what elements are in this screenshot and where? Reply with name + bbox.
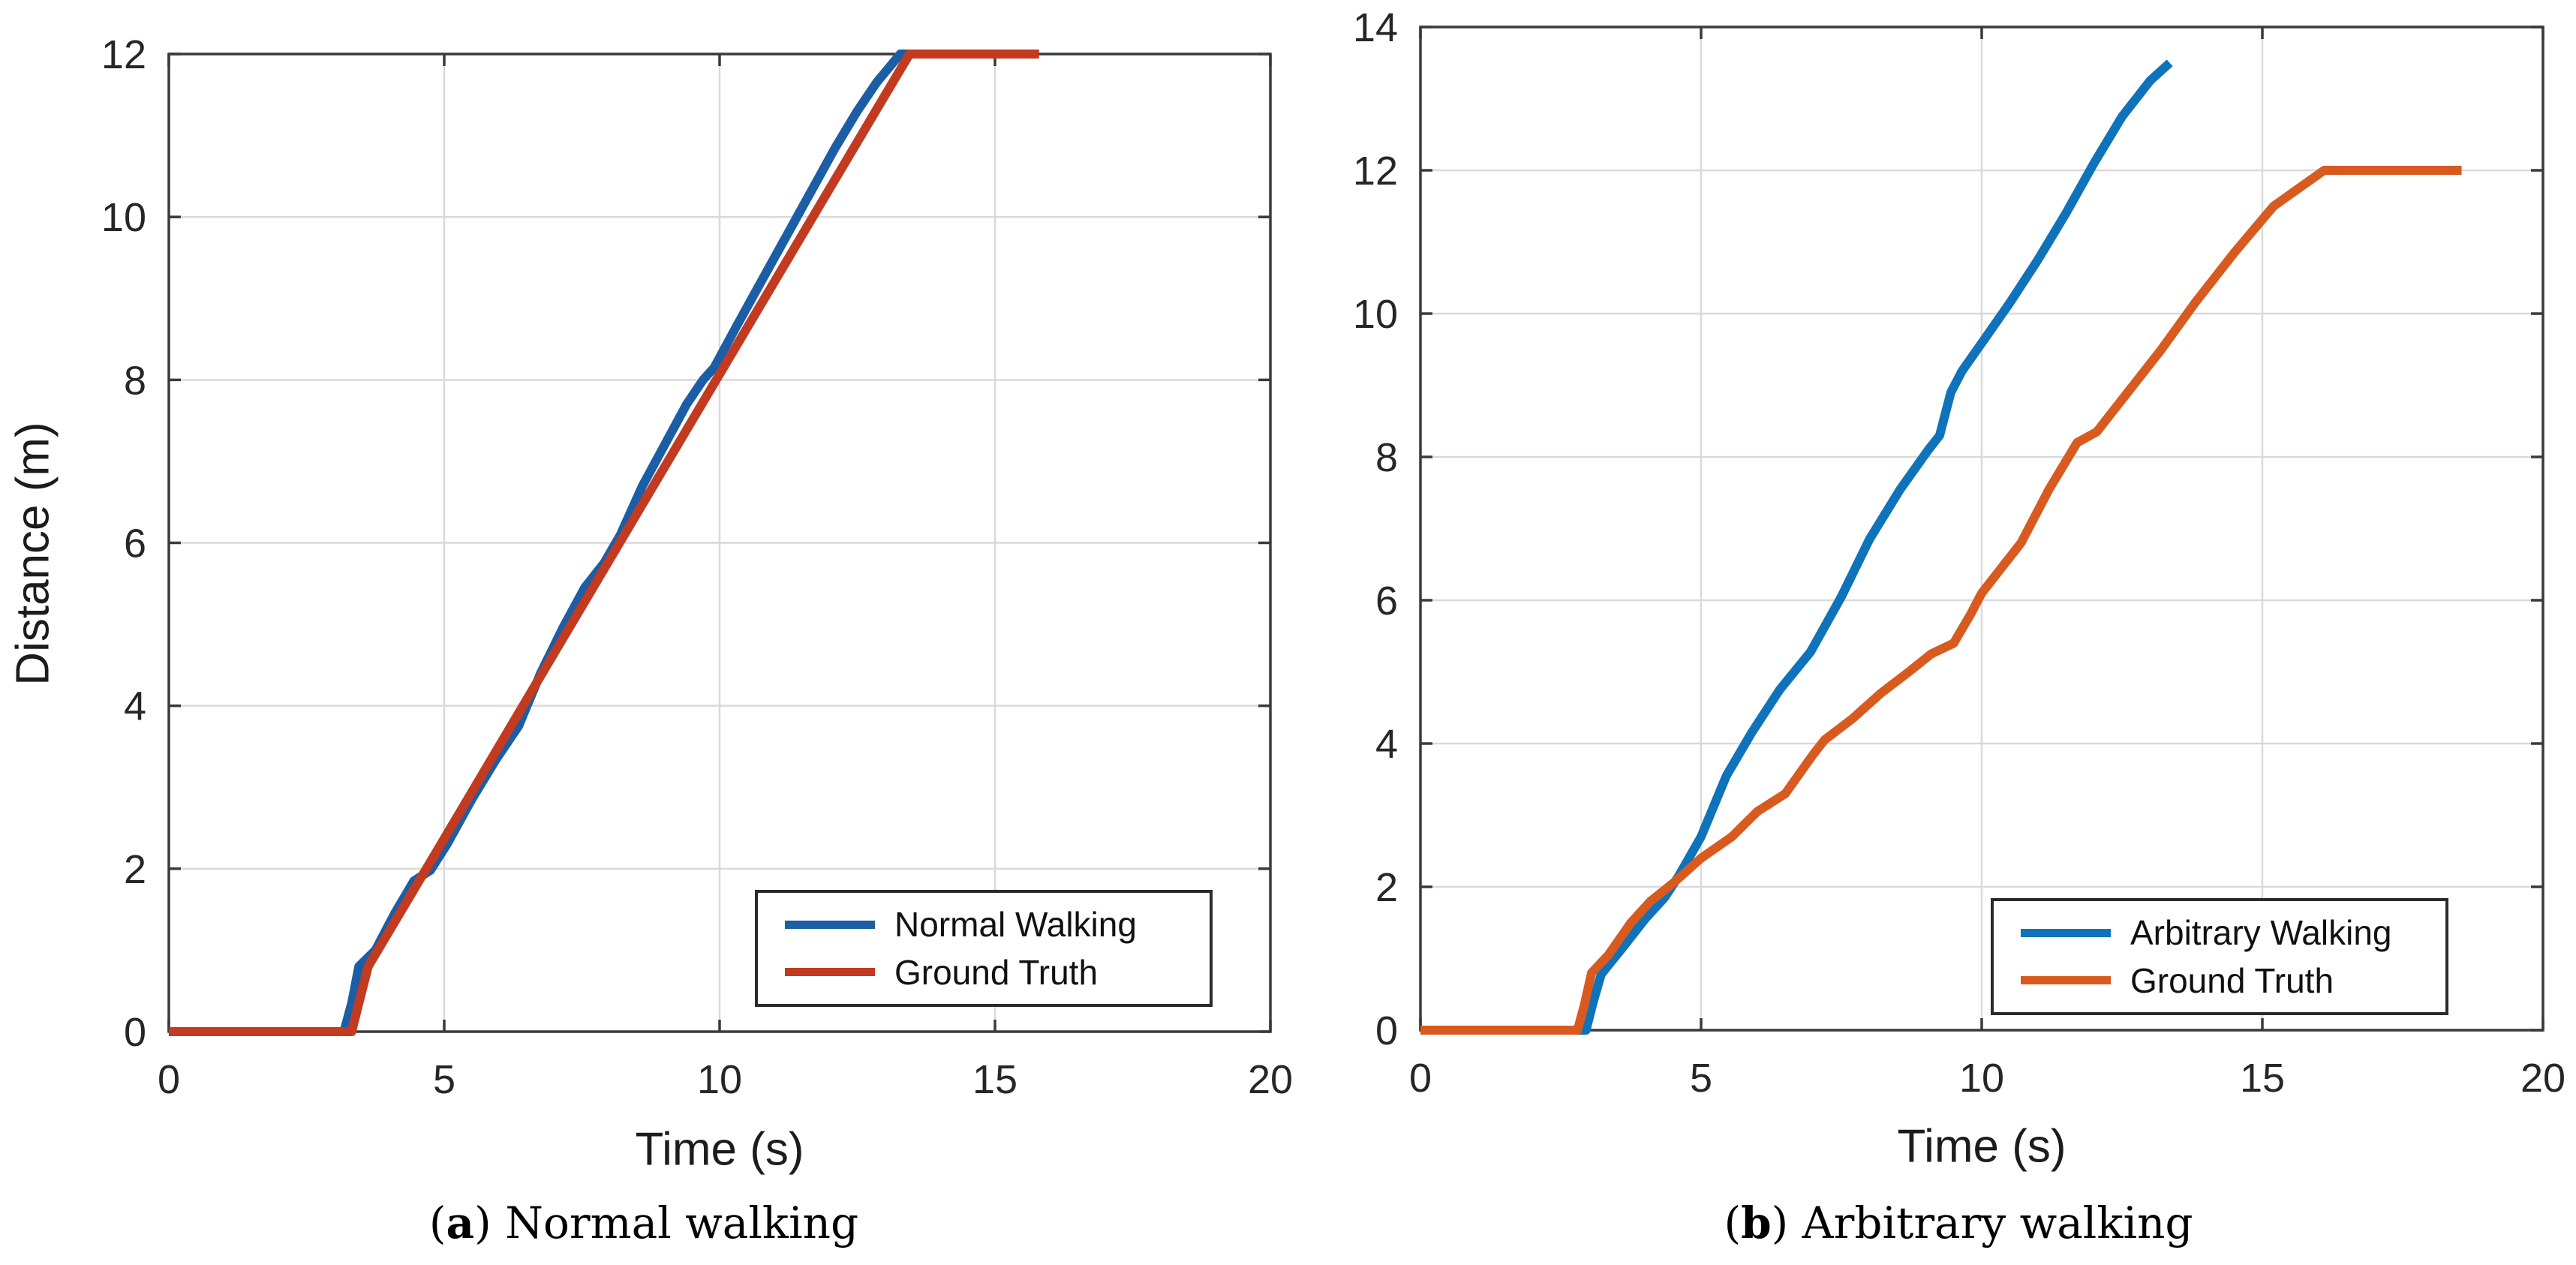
subfigure-caption-b: (b) Arbitrary walking	[1724, 1197, 2193, 1248]
legend-item: Ground Truth	[1994, 960, 2445, 1001]
subfigure-caption-a: (a) Normal walking	[429, 1197, 858, 1248]
x-tick-label: 20	[2520, 1056, 2565, 1101]
ground-truth-line	[169, 50, 1039, 1036]
legend-label: Ground Truth	[2130, 960, 2334, 1000]
y-tick-label: 8	[1375, 435, 1398, 480]
legend-label: Ground Truth	[894, 952, 1099, 992]
caption-paren: (	[1724, 1197, 1742, 1248]
caption-text: ) Arbitrary walking	[1771, 1197, 2193, 1248]
legend-swatch-red	[785, 968, 875, 977]
y-tick-label: 2	[124, 847, 146, 892]
y-tick-label: 4	[1375, 722, 1398, 767]
x-tick-label: 10	[1959, 1056, 2004, 1101]
x-tick-label: 20	[1248, 1057, 1293, 1102]
y-tick-label: 10	[101, 195, 146, 240]
caption-letter: a	[446, 1197, 475, 1248]
chart-b: 0 5 10 15 20 0 2 4 6 8 10 12 14	[1353, 5, 2565, 1101]
caption-text: ) Normal walking	[474, 1197, 859, 1248]
caption-letter: b	[1741, 1197, 1772, 1248]
x-tick-label: 15	[972, 1057, 1017, 1102]
x-tick-label: 5	[1690, 1056, 1712, 1101]
legend-swatch-orange	[2021, 976, 2111, 985]
arbitrary-walking-line	[1420, 59, 2173, 1035]
y-tick-label: 12	[1353, 149, 1398, 194]
x-tick-label: 0	[1409, 1056, 1432, 1101]
y-tick-label: 6	[1375, 578, 1398, 623]
y-tick-label: 10	[1353, 292, 1398, 337]
caption-paren: (	[428, 1197, 446, 1248]
legend-item: Arbitrary Walking	[1994, 912, 2445, 953]
x-tick-label: 0	[158, 1057, 180, 1102]
legend-item: Normal Walking	[758, 904, 1210, 945]
legend-label: Normal Walking	[894, 905, 1137, 945]
legend-label: Arbitrary Walking	[2130, 913, 2392, 953]
legend-swatch-blue	[785, 920, 875, 929]
ground-truth-line	[1420, 166, 2462, 1035]
legend-item: Ground Truth	[758, 952, 1210, 993]
x-axis-label-a: Time (s)	[635, 1123, 804, 1176]
y-tick-label: 2	[1375, 865, 1398, 910]
y-tick-label: 8	[124, 358, 146, 403]
x-tick-label: 10	[697, 1057, 742, 1102]
x-axis-label-b: Time (s)	[1897, 1120, 2067, 1173]
y-tick-label: 0	[1375, 1008, 1398, 1053]
chart-a: 0 5 10 15 20 0 2 4 6 8 10 12	[101, 32, 1293, 1102]
x-tick-label: 5	[433, 1057, 455, 1102]
legend-a: Normal Walking Ground Truth	[755, 890, 1213, 1007]
y-axis-label: Distance (m)	[7, 422, 59, 686]
y-tick-label: 4	[124, 684, 146, 729]
y-tick-label: 14	[1353, 5, 1398, 50]
legend-b: Arbitrary Walking Ground Truth	[1991, 898, 2448, 1015]
y-tick-label: 0	[124, 1010, 146, 1055]
x-tick-label: 15	[2240, 1056, 2285, 1101]
y-tick-label: 12	[101, 32, 146, 77]
legend-swatch-blue	[2021, 928, 2111, 937]
y-tick-label: 6	[124, 521, 146, 566]
